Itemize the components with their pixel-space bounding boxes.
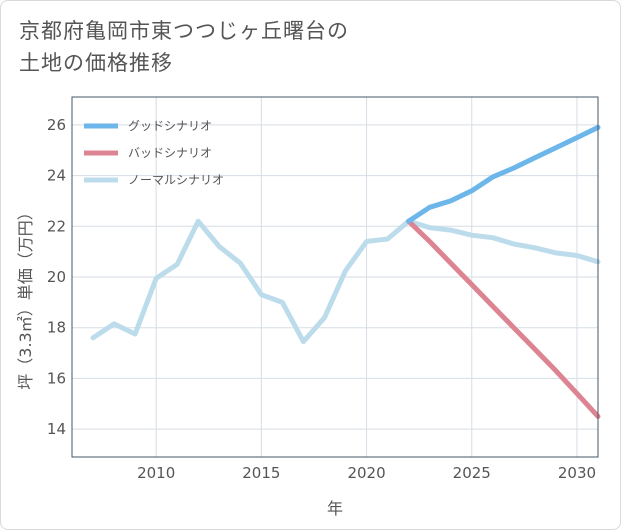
chart-title-line-1: 京都府亀岡市東つつじヶ丘曙台の [19,19,349,43]
y-tick-label-24: 24 [47,167,66,185]
x-tick-label-2020: 2020 [347,464,385,482]
legend-label-normal: ノーマルシナリオ [128,173,224,187]
series-line-normal [90,218,601,345]
y-tick-label-22: 22 [47,217,66,235]
plot-border [71,96,599,458]
y-axis-title: 坪（3.3㎡）単価（万円） [16,204,35,389]
x-axis-title: 年 [327,499,343,518]
y-tick-label-14: 14 [47,420,66,438]
chart-title: 京都府亀岡市東つつじヶ丘曙台の 土地の価格推移 [19,15,539,79]
y-tick-label-16: 16 [47,369,66,387]
chart-title-line-2: 土地の価格推移 [19,51,173,75]
x-tick-label-2025: 2025 [453,464,491,482]
series-lines [90,124,601,419]
series-line-good [406,124,601,224]
x-tick-label-2010: 2010 [137,464,175,482]
y-tick-label-18: 18 [47,319,66,337]
x-tick-label-2030: 2030 [558,464,596,482]
y-tick-label-26: 26 [47,116,66,134]
x-tick-label-2015: 2015 [242,464,280,482]
axes: 2010 2015 2020 2025 2030 14 16 18 20 22 24 26 年 坪（3.3… [16,96,599,518]
series-line-bad [406,218,601,419]
legend-label-bad: バッドシナリオ [128,146,212,160]
y-tick-label-20: 20 [47,268,66,286]
legend-label-good: グッドシナリオ [128,119,212,133]
